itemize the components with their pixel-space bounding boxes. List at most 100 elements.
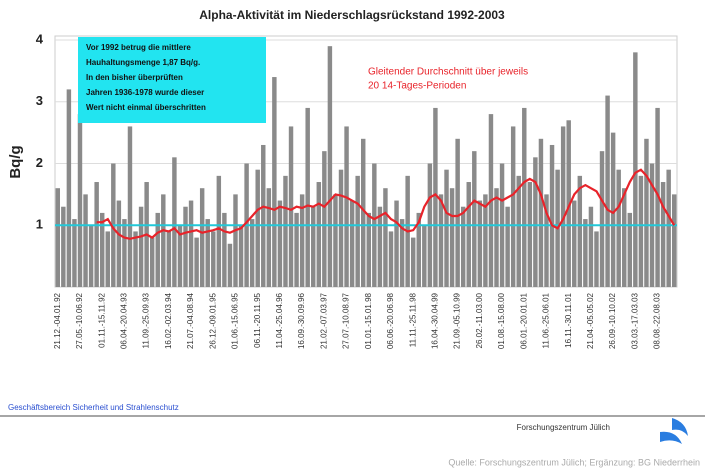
x-tick-label: 03.03.-17.03.03 [630, 292, 639, 349]
bar [616, 169, 621, 287]
bar [388, 231, 394, 287]
bar [610, 132, 616, 287]
bar [333, 194, 338, 287]
bar [249, 219, 255, 287]
bar [99, 212, 105, 287]
bar [166, 231, 172, 287]
bar [472, 151, 477, 287]
y-tick-label: 1 [36, 217, 43, 232]
bar [338, 169, 344, 287]
x-tick-label: 26.12.-09.01.95 [208, 292, 217, 349]
bar [438, 194, 444, 287]
bar [294, 212, 299, 287]
bar [344, 126, 349, 287]
x-tick-label: 21.12.-04.01.92 [53, 292, 62, 349]
x-tick-label: 21.02.-07.03.97 [319, 292, 328, 349]
bar [183, 206, 188, 287]
chart-title: Alpha-Aktivität im Niederschlagsrückstan… [199, 8, 505, 22]
x-tick-label: 06.11.-20.11.95 [253, 292, 262, 347]
x-tick-label: 27.05.-10.06.92 [75, 292, 84, 349]
bar [660, 182, 666, 287]
bar [544, 194, 549, 287]
bar [483, 194, 488, 287]
bar [422, 225, 427, 287]
x-tick-label: 11.09.-25.09.93 [142, 292, 151, 348]
x-tick-label: 26.09.-10.10.02 [608, 292, 617, 349]
bar [177, 225, 183, 287]
bar [233, 194, 238, 287]
x-tick-label: 16.04.-30.04.99 [431, 292, 440, 349]
x-tick-label: 16.11.-30.11.01 [564, 292, 573, 347]
bar [277, 200, 283, 287]
bar [460, 206, 466, 287]
bar [311, 206, 316, 287]
bar [672, 194, 677, 287]
annotation-line: Hauhaltungsmenge 1,87 Bq/g. [86, 58, 200, 67]
x-tick-label: 06.04.-20.04.93 [120, 292, 129, 349]
x-tick-label: 21.07.-04.08.94 [186, 292, 195, 349]
bar [138, 206, 144, 287]
bar [222, 212, 227, 287]
bar [455, 138, 460, 287]
bar [88, 225, 94, 287]
bar [377, 206, 383, 287]
bar [494, 188, 499, 287]
bar [433, 107, 438, 287]
bar [94, 182, 99, 287]
bar [77, 114, 83, 287]
bar [205, 219, 210, 287]
y-tick-label: 3 [36, 93, 43, 108]
bar [505, 206, 510, 287]
bar [216, 175, 222, 287]
bar [655, 107, 660, 287]
bar [305, 107, 310, 287]
bar [560, 126, 566, 287]
bar [627, 212, 633, 287]
bar [261, 144, 266, 287]
x-tick-label: 06.06.-20.06.98 [386, 292, 395, 349]
bar [172, 157, 177, 287]
bar [316, 182, 322, 287]
x-tick-label: 01.01.-15.01.98 [364, 292, 373, 349]
bar [410, 237, 416, 287]
annotation-line: Jahren 1936-1978 wurde dieser [86, 88, 204, 97]
x-tick-label: 11.06.-25.06.01 [542, 292, 551, 348]
bar [122, 219, 127, 287]
bar [666, 169, 671, 287]
bar [566, 120, 571, 288]
bar [572, 200, 577, 287]
bar [116, 200, 122, 287]
bar [638, 175, 644, 287]
bar [322, 151, 327, 287]
x-tick-label: 21.09.-05.10.99 [453, 292, 462, 349]
bar [105, 231, 110, 287]
logo [660, 418, 688, 444]
y-axis-label: Bq/g [7, 145, 24, 178]
x-tick-label: 01.11.-15.11.92 [97, 292, 106, 347]
x-tick-label: 21.04.-05.05.02 [586, 292, 595, 349]
bar [644, 138, 649, 287]
x-tick-label: 01.08.-15.08.00 [497, 292, 506, 349]
bar [549, 144, 555, 287]
x-tick-label: 11.11.-25.11.98 [408, 292, 417, 347]
bar [227, 243, 233, 287]
bar [444, 169, 449, 287]
bar [355, 175, 360, 287]
bar [622, 188, 627, 287]
x-tick-label: 16.09.-30.09.96 [297, 292, 306, 349]
bar [522, 107, 527, 287]
source: Quelle: Forschungszentrum Jülich; Ergänz… [448, 457, 700, 467]
bar [477, 200, 483, 287]
bar [349, 200, 355, 287]
bar [383, 188, 388, 287]
x-tick-label: 06.01.-20.01.01 [519, 292, 528, 349]
bar [599, 151, 605, 287]
bar [72, 219, 77, 287]
bar [149, 237, 155, 287]
logo-text: Forschungszentrum Jülich [517, 423, 610, 432]
plot-area: 1 2 3 4 21.12.-04.01.92 27.05.-10.06.92 01.11.… [36, 31, 678, 349]
bar [633, 52, 638, 287]
bar [361, 138, 366, 287]
bar [527, 182, 533, 287]
